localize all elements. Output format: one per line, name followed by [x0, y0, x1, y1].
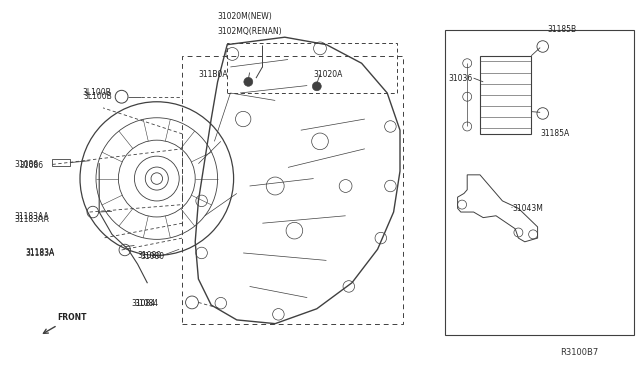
Text: 3L100B: 3L100B [83, 92, 112, 101]
Ellipse shape [312, 82, 321, 91]
Text: 31036: 31036 [448, 74, 472, 83]
Bar [52, 159, 70, 166]
Bar [182, 56, 403, 324]
Text: 31185B: 31185B [547, 25, 577, 34]
Bar [227, 43, 397, 93]
Bar [445, 30, 634, 335]
Text: 31183A: 31183A [26, 249, 55, 258]
Text: 31185A: 31185A [541, 129, 570, 138]
Text: 31084: 31084 [131, 299, 156, 308]
Ellipse shape [244, 77, 253, 86]
Text: 31086: 31086 [19, 161, 44, 170]
Bar [480, 56, 531, 134]
Text: 31043M: 31043M [512, 204, 543, 213]
Text: 31084: 31084 [134, 299, 159, 308]
Text: 3L100B: 3L100B [82, 88, 111, 97]
Text: 31020M(NEW): 31020M(NEW) [218, 12, 273, 21]
Text: FRONT: FRONT [58, 313, 87, 322]
Text: 31080: 31080 [138, 251, 162, 260]
Text: 31086: 31086 [14, 160, 38, 169]
Text: 31020A: 31020A [314, 70, 343, 79]
Text: 3102MQ(RENAN): 3102MQ(RENAN) [218, 27, 282, 36]
Text: 311B0A: 311B0A [198, 70, 228, 79]
Text: 31080: 31080 [141, 252, 165, 261]
Text: 31183A: 31183A [26, 248, 55, 257]
Text: R3100B7: R3100B7 [560, 348, 598, 357]
Text: 31183AA: 31183AA [14, 215, 49, 224]
Text: 31183AA: 31183AA [14, 212, 49, 221]
